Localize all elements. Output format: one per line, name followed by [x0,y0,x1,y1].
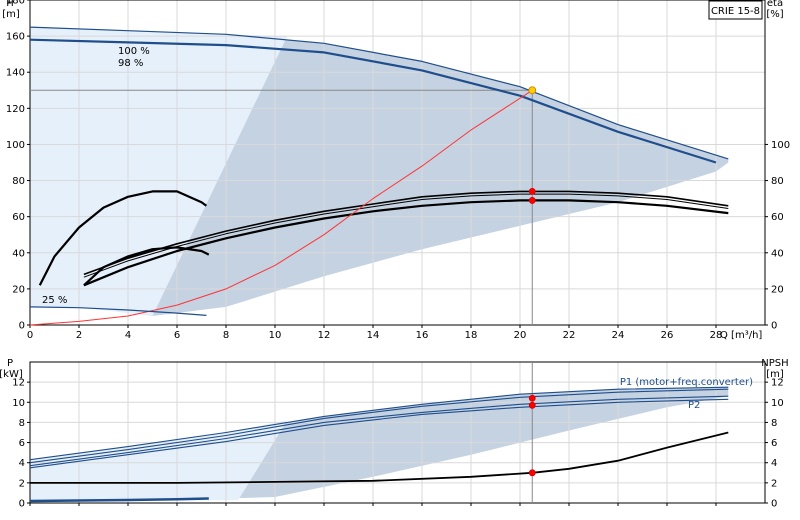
y-right-tick-label: 8 [771,418,777,429]
y-right-tick-label: 0 [771,321,777,332]
series-line-system [29,89,533,326]
legend-p1: P1 (motor+freq.converter) [620,377,753,388]
x-tick-label: 0 [27,330,33,341]
y-tick-label: 140 [6,68,25,79]
y-axis-title: P [7,358,13,369]
y-tick-label: 0 [19,499,25,510]
series-line-head-25 [29,306,207,316]
y-right-tick-label: 60 [771,212,784,223]
x-tick-label: 20 [514,330,527,341]
y-tick-label: 20 [12,284,25,295]
x-tick-label: 28 [710,330,723,341]
x-tick-label: 26 [661,330,674,341]
model-label-box: CRIE 15-8 [708,0,763,20]
y-tick-label: 40 [12,248,25,259]
x-axis-title: Q [m³/h] [720,330,762,341]
y-tick-label: 100 [6,140,25,151]
y-tick-label: 8 [19,418,25,429]
y-right-axis-unit: [%] [766,9,783,20]
y-tick-label: 160 [6,32,25,43]
duty-point-marker [528,469,536,477]
x-tick-label: 14 [367,330,380,341]
series-line-named [29,395,729,467]
head-efficiency-plot: 020406080100120140160180020406080100H[m]… [2,0,790,341]
duty-point-marker [528,401,536,409]
speed-label-100: 100 % [118,46,150,57]
speed-label-98: 98 % [118,58,143,69]
x-tick-label: 8 [223,330,229,341]
plot-frame [29,361,766,504]
y-right-axis-title: eta [767,0,783,9]
duty-point-marker [528,197,536,204]
y-right-tick-label: 0 [771,499,777,510]
y-tick-label: 6 [19,438,25,449]
y-tick-label: 80 [12,176,25,187]
model-label-frame [708,0,763,20]
x-tick-label: 12 [318,330,331,341]
y-right-tick-label: 100 [771,140,790,151]
power-npsh-plot: 0 2 4 6 8 10 12 0 2 4 6 8 10 12 P[kW] NPSH[m] P1 (motor+… [0,358,789,510]
y-axis-unit: [kW] [0,369,23,380]
y-right-tick-label: 4 [771,458,777,469]
y-tick-label: 0 [19,321,25,332]
operating-envelope-light [30,420,288,501]
model-label: CRIE 15-8 [711,6,760,17]
x-tick-label: 2 [76,330,82,341]
y-tick-label: 10 [12,398,25,409]
operating-envelope-light [30,27,288,316]
y-right-tick-label: 2 [771,478,777,489]
x-tick-label: 18 [465,330,478,341]
x-tick-label: 16 [416,330,429,341]
speed-label-25: 25 % [42,295,67,306]
y-tick-label: 120 [6,104,25,115]
y-right-tick-label: 40 [771,248,784,259]
y-tick-label: 4 [19,458,25,469]
series-line-p1-band-2 [29,388,729,464]
y-right-tick-label: 10 [771,398,784,409]
series-line-eta-25-b [83,246,210,287]
y-tick-label: 180 [6,0,25,7]
y-axis-unit: [m] [2,9,20,20]
series-line-eta-25-a [38,190,208,286]
series-line-band [83,193,729,278]
y-tick-label: 2 [19,478,25,489]
duty-point-marker [528,394,536,402]
y-tick-label: 60 [12,212,25,223]
x-tick-label: 22 [563,330,576,341]
series-line-p-25 [29,497,209,503]
y-right-tick-label: 6 [771,438,777,449]
operating-point-marker [528,86,537,95]
legend-p2: P2 [688,400,700,411]
y-tick-label: 12 [12,378,25,389]
series-line-head-98 [29,38,717,164]
x-tick-label: 10 [269,330,282,341]
series-line-eta-1 [83,190,729,276]
series-line-p2-band-2 [29,398,729,469]
y-axis-title: H [6,0,14,9]
series-line-head-100 [29,26,729,160]
duty-point-marker [528,187,536,195]
y-right-tick-label: 80 [771,176,784,187]
x-tick-label: 6 [174,330,180,341]
x-tick-label: 24 [612,330,625,341]
y-right-tick-label: 20 [771,284,784,295]
series-line-npsh [30,431,729,484]
y-right-axis-title: NPSH [761,358,788,369]
plot-frame [29,0,766,326]
y-right-tick-label: 12 [771,378,784,389]
series-line-named [29,386,729,461]
y-right-axis-unit: [m] [766,369,784,380]
x-tick-label: 4 [125,330,131,341]
